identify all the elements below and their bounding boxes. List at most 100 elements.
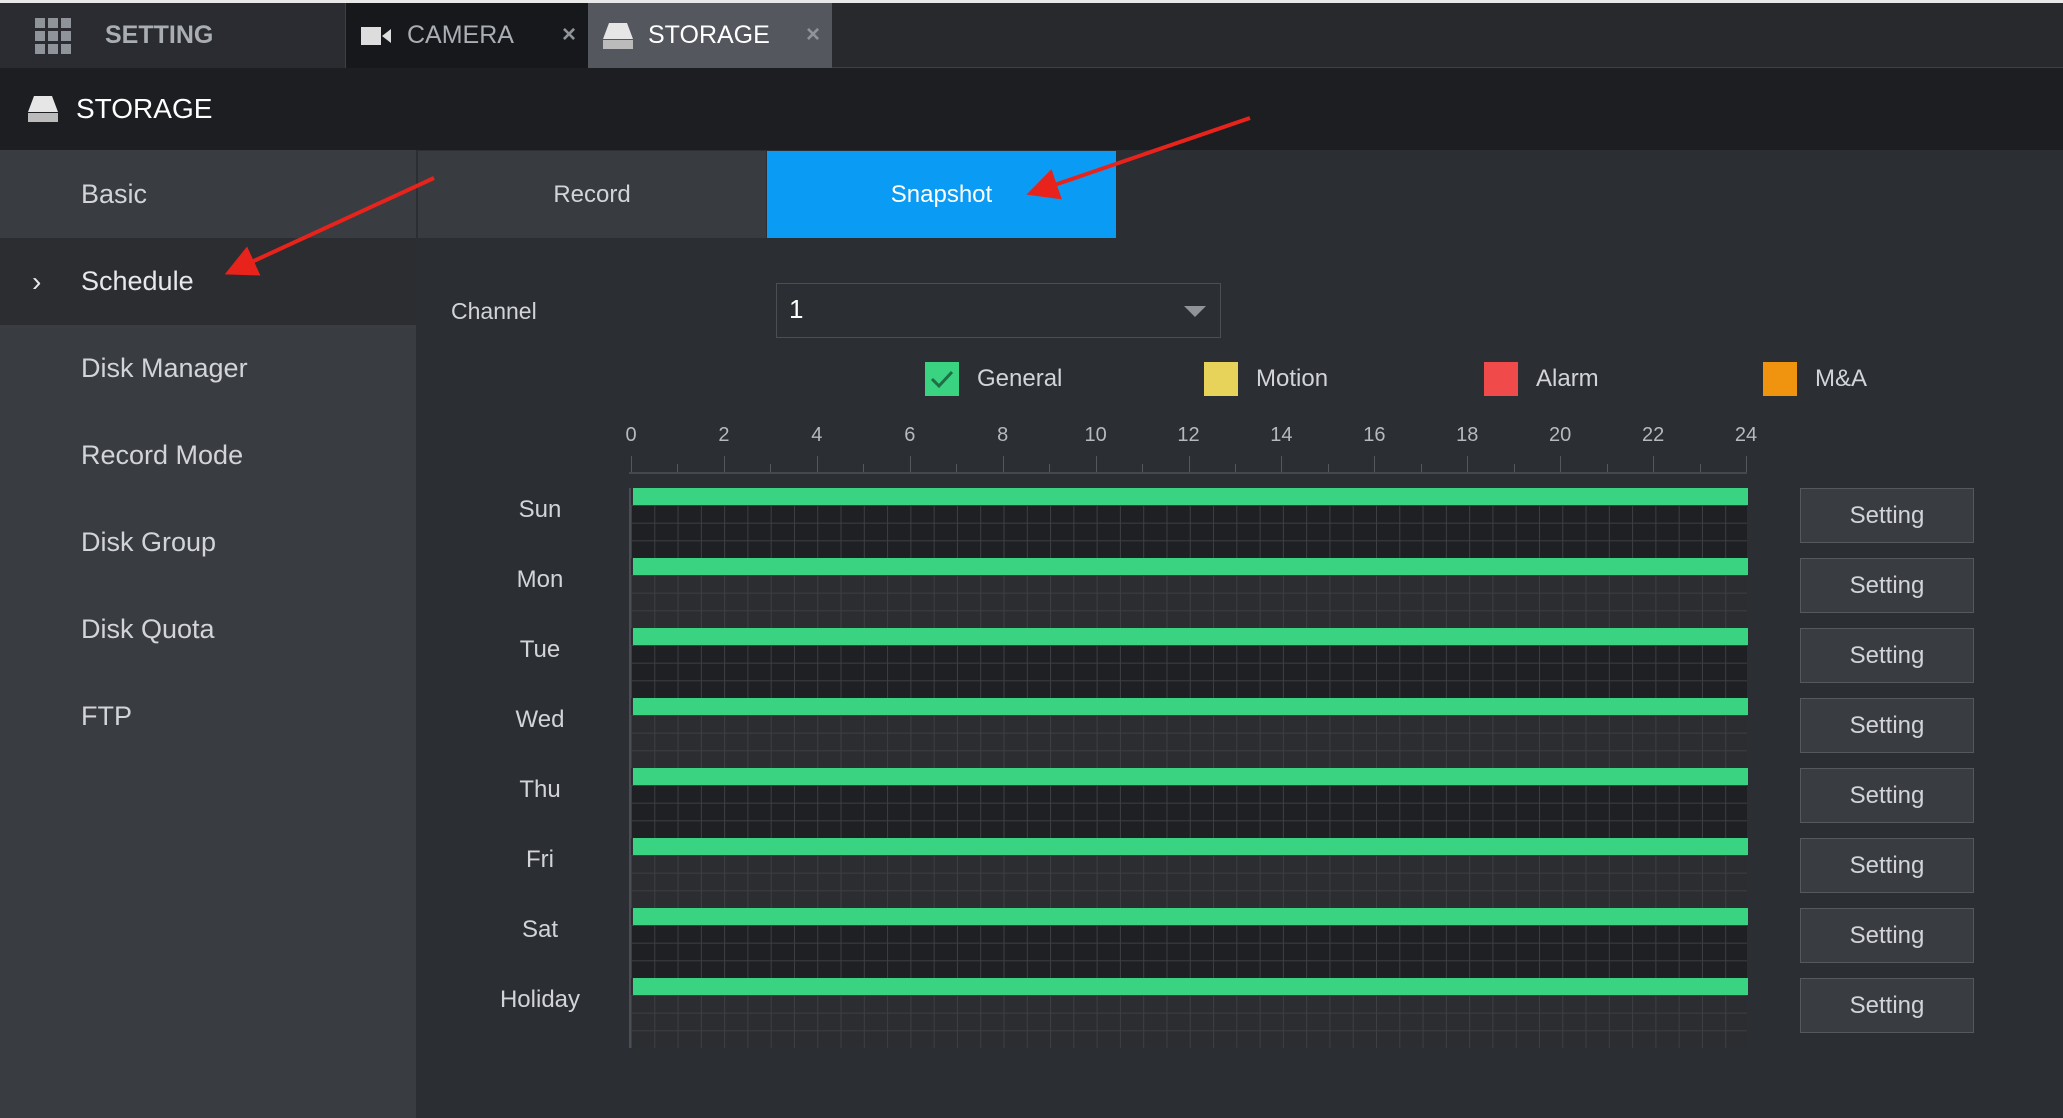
day-setting-button[interactable]: Setting bbox=[1800, 558, 1974, 613]
day-row[interactable] bbox=[629, 558, 1748, 628]
color-swatch[interactable] bbox=[1204, 362, 1238, 396]
schedule-bar-general[interactable] bbox=[633, 628, 1748, 645]
day-setting-button[interactable]: Setting bbox=[1800, 628, 1974, 683]
color-swatch[interactable] bbox=[1763, 362, 1797, 396]
ruler-tick bbox=[631, 456, 632, 472]
tab-setting-label: SETTING bbox=[105, 21, 214, 49]
schedule-bar-general[interactable] bbox=[633, 698, 1748, 715]
time-cells[interactable] bbox=[631, 715, 1747, 768]
hour-tick-label: 2 bbox=[718, 424, 730, 446]
checkbox-checked-icon[interactable] bbox=[925, 362, 959, 396]
schedule-bar-general[interactable] bbox=[633, 488, 1748, 505]
hour-tick-label: 18 bbox=[1456, 424, 1479, 446]
schedule-bar-general[interactable] bbox=[633, 838, 1748, 855]
tab-camera-label: CAMERA bbox=[407, 21, 514, 49]
day-label: Wed bbox=[515, 706, 565, 733]
legend-label: Motion bbox=[1256, 365, 1329, 392]
sidebar-item-disk-quota[interactable]: Disk Quota bbox=[0, 586, 416, 673]
ruler-tick bbox=[723, 456, 725, 472]
time-cells[interactable] bbox=[631, 575, 1747, 628]
channel-select[interactable]: 1 bbox=[776, 283, 1221, 338]
sidebar-item-record-mode[interactable]: Record Mode bbox=[0, 412, 416, 499]
ruler-tick bbox=[1095, 456, 1097, 472]
close-icon[interactable]: × bbox=[805, 21, 820, 48]
tab-storage[interactable]: STORAGE × bbox=[588, 3, 832, 68]
sidebar-item-label: Schedule bbox=[81, 266, 194, 296]
schedule-bar-general[interactable] bbox=[633, 768, 1748, 785]
legend-general[interactable]: General bbox=[925, 362, 1062, 396]
page-header: STORAGE bbox=[0, 68, 2063, 150]
day-row[interactable] bbox=[629, 488, 1748, 558]
day-row[interactable] bbox=[629, 978, 1748, 1048]
day-row[interactable] bbox=[629, 768, 1748, 838]
ruler-tick bbox=[1420, 464, 1422, 472]
ruler-tick bbox=[1049, 464, 1051, 472]
schedule-bar-general[interactable] bbox=[633, 908, 1748, 925]
day-setting-button[interactable]: Setting bbox=[1800, 838, 1974, 893]
day-label: Tue bbox=[519, 636, 561, 663]
ruler-tick bbox=[1374, 456, 1376, 472]
sidebar: Basic › Schedule Disk Manager Record Mode… bbox=[0, 150, 416, 1118]
hour-tick-label: 12 bbox=[1177, 424, 1200, 446]
hour-tick-label: 0 bbox=[625, 424, 637, 446]
sidebar-item-ftp[interactable]: FTP bbox=[0, 673, 416, 760]
legend-label: M&A bbox=[1815, 365, 1868, 392]
day-label: Holiday bbox=[499, 986, 581, 1013]
time-cells[interactable] bbox=[631, 855, 1747, 908]
day-setting-button[interactable]: Setting bbox=[1800, 768, 1974, 823]
day-setting-button[interactable]: Setting bbox=[1800, 698, 1974, 753]
legend-ma[interactable]: M&A bbox=[1763, 362, 1867, 396]
day-row[interactable] bbox=[629, 698, 1748, 768]
hour-tick-label: 14 bbox=[1270, 424, 1293, 446]
time-cells[interactable] bbox=[631, 505, 1747, 558]
tab-snapshot[interactable]: Snapshot bbox=[767, 151, 1116, 238]
ruler-tick bbox=[1746, 456, 1747, 472]
legend-motion[interactable]: Motion bbox=[1204, 362, 1328, 396]
day-label: Sat bbox=[521, 916, 559, 943]
tab-setting[interactable]: SETTING bbox=[0, 3, 345, 68]
hour-tick-label: 6 bbox=[904, 424, 916, 446]
ruler-tick bbox=[677, 464, 679, 472]
ruler-tick bbox=[816, 456, 818, 472]
ruler-tick bbox=[1327, 464, 1329, 472]
day-label: Thu bbox=[519, 776, 561, 803]
sidebar-item-basic[interactable]: Basic bbox=[0, 151, 416, 238]
ruler-tick bbox=[956, 464, 958, 472]
ruler-tick bbox=[1281, 456, 1283, 472]
sidebar-item-label: Disk Manager bbox=[81, 353, 248, 383]
ruler-tick bbox=[1467, 456, 1469, 472]
page-title: STORAGE bbox=[76, 93, 213, 124]
hour-tick-label: 24 bbox=[1734, 424, 1758, 446]
day-row[interactable] bbox=[629, 838, 1748, 908]
close-icon[interactable]: × bbox=[561, 21, 576, 48]
sidebar-item-label: Basic bbox=[81, 179, 148, 209]
sidebar-item-label: FTP bbox=[81, 701, 132, 731]
schedule-bar-general[interactable] bbox=[633, 978, 1748, 995]
day-row[interactable] bbox=[629, 628, 1748, 698]
time-cells[interactable] bbox=[631, 785, 1747, 838]
hour-tick-label: 4 bbox=[811, 424, 823, 446]
ruler-tick bbox=[1513, 464, 1515, 472]
day-setting-button[interactable]: Setting bbox=[1800, 908, 1974, 963]
hour-tick-label: 16 bbox=[1363, 424, 1386, 446]
top-border bbox=[0, 0, 2063, 3]
chevron-right-icon: › bbox=[32, 265, 42, 297]
tab-camera[interactable]: CAMERA × bbox=[345, 3, 588, 68]
sidebar-item-disk-manager[interactable]: Disk Manager bbox=[0, 325, 416, 412]
camera-icon bbox=[361, 26, 391, 45]
day-setting-button[interactable]: Setting bbox=[1800, 488, 1974, 543]
day-row[interactable] bbox=[629, 908, 1748, 978]
time-cells[interactable] bbox=[631, 995, 1747, 1048]
day-setting-button[interactable]: Setting bbox=[1800, 978, 1974, 1033]
color-swatch[interactable] bbox=[1484, 362, 1518, 396]
hdd-icon bbox=[603, 22, 633, 49]
tab-record[interactable]: Record bbox=[418, 151, 766, 238]
hdd-icon bbox=[28, 96, 58, 122]
schedule-bar-general[interactable] bbox=[633, 558, 1748, 575]
time-cells[interactable] bbox=[631, 925, 1747, 978]
ruler-tick bbox=[1560, 456, 1562, 472]
legend-alarm[interactable]: Alarm bbox=[1484, 362, 1599, 396]
sidebar-item-disk-group[interactable]: Disk Group bbox=[0, 499, 416, 586]
time-cells[interactable] bbox=[631, 645, 1747, 698]
sidebar-item-schedule[interactable]: › Schedule bbox=[0, 238, 416, 325]
